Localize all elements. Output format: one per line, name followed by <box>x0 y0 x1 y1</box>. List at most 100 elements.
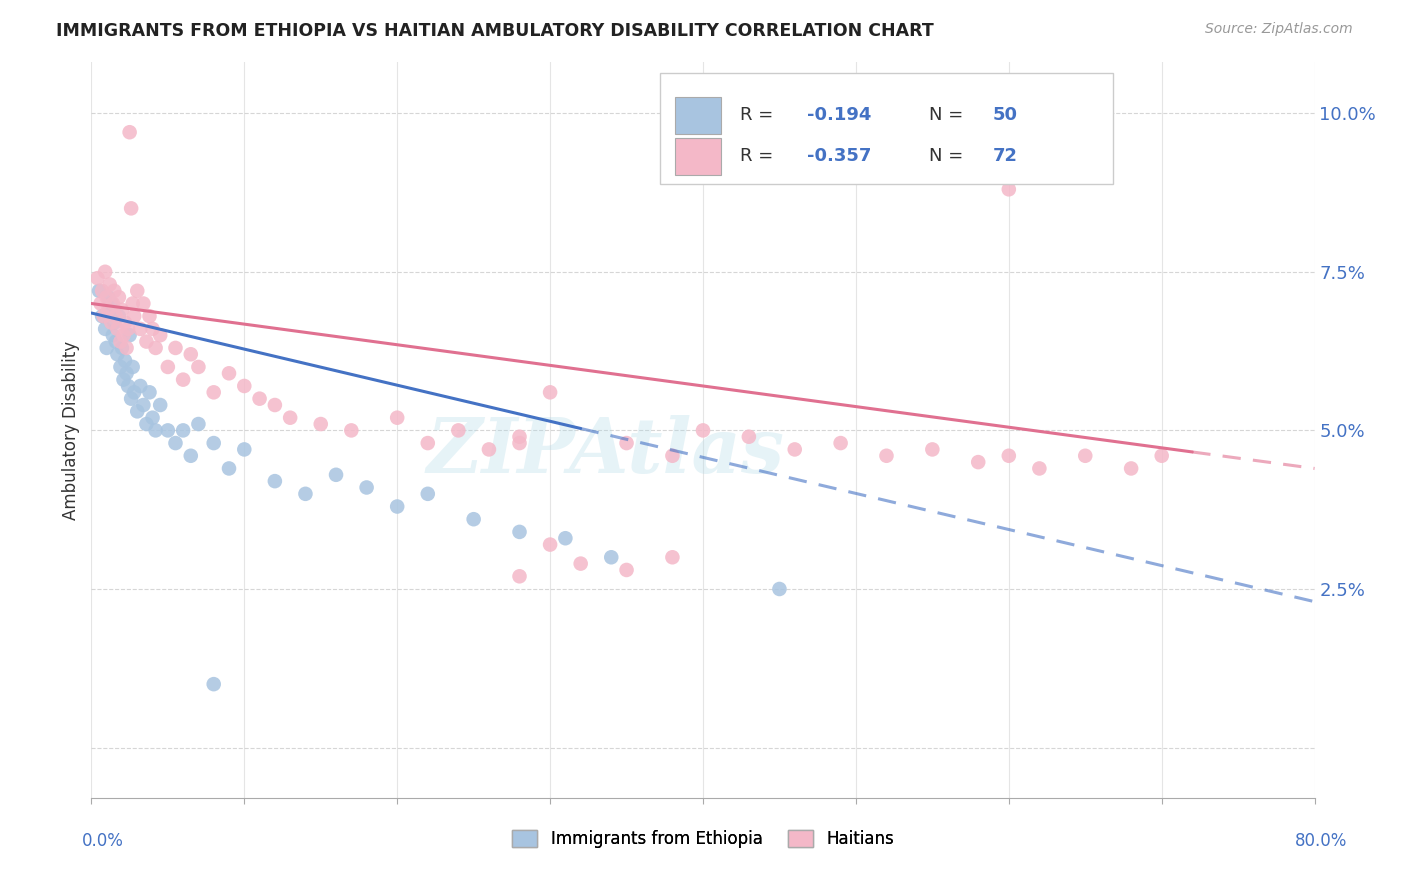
Point <box>101 296 124 310</box>
Text: ZIPAtlas: ZIPAtlas <box>426 416 785 490</box>
Point <box>218 461 240 475</box>
Point <box>138 385 160 400</box>
Text: -0.194: -0.194 <box>807 106 872 124</box>
Point <box>600 550 623 565</box>
Point <box>120 202 142 216</box>
Text: N =: N = <box>929 106 969 124</box>
Point <box>132 296 155 310</box>
Point <box>127 404 149 418</box>
Point <box>118 125 141 139</box>
Point <box>385 410 409 425</box>
Point <box>122 385 145 400</box>
Text: IMMIGRANTS FROM ETHIOPIA VS HAITIAN AMBULATORY DISABILITY CORRELATION CHART: IMMIGRANTS FROM ETHIOPIA VS HAITIAN AMBU… <box>56 22 934 40</box>
Point <box>1028 461 1050 475</box>
Point <box>509 569 531 583</box>
Point <box>135 334 157 349</box>
Point <box>165 436 187 450</box>
Point <box>692 423 714 437</box>
Point <box>661 449 683 463</box>
Point <box>233 379 256 393</box>
Point <box>121 359 143 374</box>
Point <box>149 398 172 412</box>
Point <box>149 328 172 343</box>
Point <box>218 366 240 380</box>
Point <box>509 430 531 444</box>
Point <box>325 467 347 482</box>
Point <box>86 271 108 285</box>
Text: 50: 50 <box>993 106 1018 124</box>
Point <box>110 359 132 374</box>
Point <box>112 373 135 387</box>
Point <box>416 487 439 501</box>
Point <box>180 347 202 361</box>
Point <box>875 449 898 463</box>
Text: R =: R = <box>740 106 779 124</box>
Point <box>294 487 316 501</box>
Text: R =: R = <box>740 147 779 165</box>
Point <box>1121 461 1143 475</box>
Point <box>112 328 135 343</box>
Point <box>998 182 1021 196</box>
Point <box>233 442 256 457</box>
Point <box>202 677 225 691</box>
Point <box>340 423 363 437</box>
Point <box>202 385 225 400</box>
Point <box>100 296 122 310</box>
Point <box>105 347 128 361</box>
Point <box>509 524 531 539</box>
Point <box>278 410 301 425</box>
Text: N =: N = <box>929 147 969 165</box>
Point <box>103 316 125 330</box>
Point <box>121 296 143 310</box>
Point <box>122 309 145 323</box>
Point <box>127 284 149 298</box>
Point <box>94 322 117 336</box>
Text: 80.0%: 80.0% <box>1295 831 1347 849</box>
Point <box>91 284 114 298</box>
Point <box>98 277 121 292</box>
Point <box>117 322 139 336</box>
Point <box>91 309 114 323</box>
Point <box>114 353 136 368</box>
Point <box>1150 449 1173 463</box>
Point <box>96 290 118 304</box>
Point <box>90 296 112 310</box>
Point <box>249 392 271 406</box>
Point <box>138 309 160 323</box>
Point <box>356 481 378 495</box>
Point <box>141 410 163 425</box>
Point <box>264 474 287 488</box>
Point <box>416 436 439 450</box>
Point <box>111 302 134 317</box>
Point <box>108 309 131 323</box>
Point <box>156 423 179 437</box>
FancyBboxPatch shape <box>675 138 721 175</box>
Point <box>156 359 179 374</box>
Point <box>1074 449 1097 463</box>
Point <box>141 322 163 336</box>
Point <box>129 379 152 393</box>
Point <box>104 334 127 349</box>
Point <box>202 436 225 450</box>
Point <box>187 359 209 374</box>
Point <box>998 449 1021 463</box>
Text: 72: 72 <box>993 147 1018 165</box>
Point <box>830 436 852 450</box>
Point <box>554 531 576 545</box>
Point <box>118 328 141 343</box>
Point <box>103 284 125 298</box>
Point <box>180 449 202 463</box>
Point <box>309 417 332 431</box>
FancyBboxPatch shape <box>661 73 1112 184</box>
Point <box>145 341 167 355</box>
Point <box>111 341 134 355</box>
Point <box>447 423 470 437</box>
Point <box>108 290 131 304</box>
Point <box>569 557 592 571</box>
Text: Source: ZipAtlas.com: Source: ZipAtlas.com <box>1205 22 1353 37</box>
Point <box>538 538 561 552</box>
Point <box>100 316 122 330</box>
Point <box>967 455 990 469</box>
Point <box>187 417 209 431</box>
Point <box>661 550 683 565</box>
